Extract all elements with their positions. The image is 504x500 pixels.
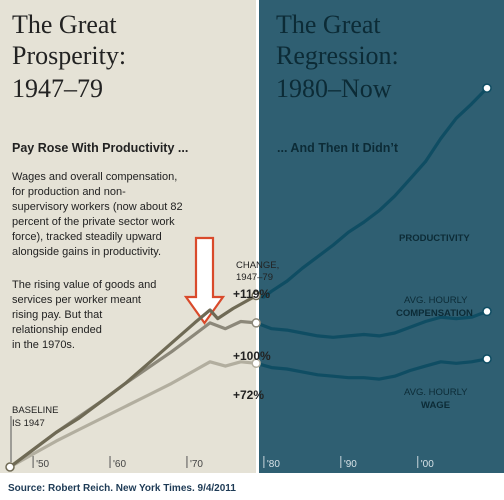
paragraph1-line: force), tracked steadily upward (12, 231, 162, 243)
change-wage-value: +72% (233, 388, 264, 402)
baseline-label-line2: IS 1947 (12, 418, 45, 429)
left-heading: Pay Rose With Productivity ... (12, 141, 188, 155)
productivity-end-point (482, 83, 492, 93)
compensation-end-point (482, 306, 492, 317)
era-divider (256, 0, 259, 473)
right-title-line3: 1980–Now (276, 74, 392, 103)
baseline-label-line1: BASELINE (12, 405, 58, 416)
paragraph1-line: Wages and overall compensation, (12, 171, 177, 183)
prosperity-panel-background (0, 0, 258, 473)
wage-line-1947-79 (9, 360, 257, 469)
wage-end-point (482, 354, 492, 364)
right-title-line2: Regression: (276, 41, 399, 70)
change-label-line2: 1947–79 (236, 272, 273, 283)
paragraph1-line: percent of the private sector work (12, 216, 175, 228)
productivity-series-label: PRODUCTIVITY (399, 233, 470, 244)
paragraph1-line: for production and non- (12, 186, 126, 198)
right-title-line1: The Great (276, 10, 381, 39)
left-title-line1: The Great (12, 10, 117, 39)
paragraph1-line: alongside gains in productivity. (12, 246, 161, 258)
wage-1979-point (251, 358, 261, 369)
paragraph2-line: in the 1970s. (12, 339, 75, 351)
compensation-series-label-line1: AVG. HOURLY (404, 295, 468, 306)
change-label-line1: CHANGE, (236, 260, 279, 271)
x-tick-label: '90 (344, 459, 357, 470)
baseline-start-point (5, 462, 15, 472)
paragraph2-line: relationship ended (12, 324, 102, 336)
x-axis: '50 '60 '70 '80 '90 '00 (32, 456, 434, 470)
paragraph-pay-rose: Wages and overall compensation, for prod… (12, 171, 183, 258)
x-tick-label: '70 (190, 459, 203, 470)
wage-series-label-line2: WAGE (421, 400, 450, 411)
paragraph2-line: The rising value of goods and (12, 279, 156, 291)
productivity-line-1980-now (255, 86, 489, 299)
paragraph-rising-value: The rising value of goods and services p… (12, 279, 156, 351)
change-productivity-value: +119% (233, 287, 270, 301)
paragraph1-line: supervisory workers (now about 82 (12, 201, 183, 213)
regression-panel-background (258, 0, 504, 473)
compensation-line-1980-now (255, 309, 488, 339)
series-layer (9, 86, 489, 469)
productivity-line-1947-79 (9, 294, 257, 469)
source-credit: Source: Robert Reich. New York Times. 9/… (8, 483, 236, 494)
x-tick-label: '00 (421, 459, 434, 470)
left-title-line3: 1947–79 (12, 74, 103, 103)
red-down-arrow-icon (183, 236, 226, 325)
x-tick-label: '80 (267, 459, 280, 470)
change-compensation-value: +100% (233, 349, 271, 363)
compensation-series-label-line2: COMPENSATION (396, 308, 473, 319)
compensation-1979-point (251, 318, 261, 328)
right-heading: ... And Then It Didn’t (277, 141, 399, 155)
endpoint-markers (5, 83, 492, 472)
x-tick-label: '50 (36, 459, 49, 470)
wage-series-label-line1: AVG. HOURLY (404, 387, 468, 398)
paragraph2-line: services per worker meant (12, 294, 141, 306)
productivity-1979-point (251, 290, 261, 301)
wage-line-1980-now (255, 357, 488, 381)
left-title-line2: Prosperity: (12, 41, 126, 70)
paragraph2-line: rising pay. But that (12, 309, 102, 321)
x-tick-label: '60 (113, 459, 126, 470)
